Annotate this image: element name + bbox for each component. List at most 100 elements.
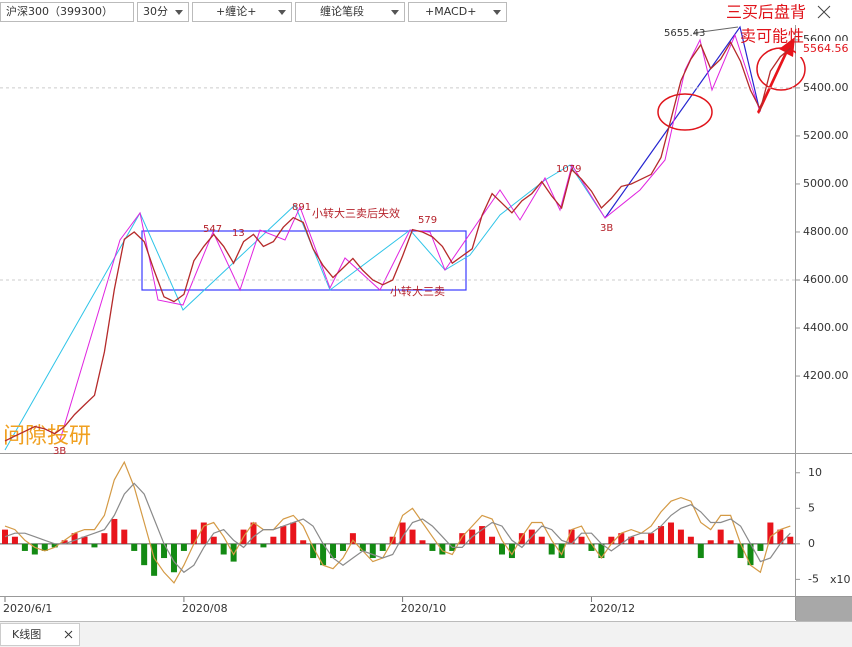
macd-bar [220,543,227,555]
symbol[interactable]: 沪深300（399300） [6,4,113,18]
macd-bar [459,533,466,544]
watermark: 间隙投研 [3,424,91,449]
segment-line [604,25,761,219]
macd-bar [508,543,515,559]
macd-bar [707,540,714,544]
macd-bar [777,529,784,544]
period[interactable]: 30分 [143,5,168,18]
dropdown-arrow[interactable] [391,10,399,15]
last-price-box [796,41,852,57]
macd-bar [379,543,386,551]
macd-bar [170,543,177,573]
macd-bar [538,536,545,544]
macd-bar [270,536,277,544]
annotation: 小转大三卖后失效 [312,206,400,220]
dropdown-arrow[interactable] [278,10,286,15]
dropdown-arrow[interactable] [493,10,501,15]
macd-bar [558,543,565,559]
tab-close[interactable] [64,630,73,639]
macd-bar [687,536,694,544]
macd-bar [320,543,327,566]
x-tick-label: 2020/12 [589,602,635,615]
macd-bar [21,543,28,551]
y-tick-label: 10 [808,466,822,479]
macd-bar [141,543,148,566]
y-tick-label: -5 [808,572,819,585]
indicator[interactable]: +MACD+ [425,5,476,18]
macd-bar [677,529,684,544]
period-box[interactable] [137,2,189,22]
macd-bar [747,543,754,566]
highlight-circle [657,93,713,131]
macd-bar [11,536,18,544]
macd-bar [290,522,297,544]
macd-bar [697,543,704,559]
scale-label: x10 [830,573,851,586]
macd-bar [200,522,207,544]
macd-bar [787,536,794,544]
macd-bar [280,526,287,544]
macd-bar [578,536,585,544]
macd-bar [717,529,724,544]
indicator-box[interactable] [192,2,292,22]
indicator-box[interactable] [295,2,405,22]
x-tick-label: 2020/10 [401,602,447,615]
macd-bar [310,543,317,559]
indicator[interactable]: +缠论+ [216,4,256,18]
macd-bar [548,543,555,555]
macd-bar [71,533,78,544]
macd-bar [518,533,525,544]
macd-bar [51,543,58,548]
macd-bar [41,543,48,551]
macd-bar [499,543,505,555]
macd-bar [618,533,625,544]
annotation: 三买后盘背 [726,3,806,22]
macd-bar [121,529,128,544]
macd-bar [339,543,346,551]
price-line [4,40,791,442]
macd-bar [190,529,197,544]
macd-bar [429,543,436,551]
tab-label[interactable]: K线图 [12,627,41,641]
y-tick-label: 5000.00 [803,177,849,190]
macd-bar [737,543,744,559]
x-tick-label: 2020/08 [182,602,228,615]
macd-bar [648,533,655,544]
macd-bar [638,540,645,544]
macd-bar [399,522,406,544]
y-tick-label: 5400.00 [803,81,849,94]
annotation: 1079 [556,164,581,175]
dropdown-arrow[interactable] [175,10,183,15]
expand-icon[interactable] [817,5,831,19]
tab[interactable] [0,623,80,646]
macd-bar [409,529,416,544]
macd-bar [61,540,68,544]
indicator[interactable]: 缠论笔段 [320,4,364,18]
annotation: 891 [292,202,311,213]
annotation: 579 [418,215,437,226]
macd-bar [111,518,118,544]
macd-bar [161,543,168,559]
macd-bar [91,543,98,548]
macd-bar [628,536,635,544]
macd-bar [658,526,665,544]
macd-line [4,460,791,584]
macd-bar [568,529,575,544]
toolbar: 沪深300（399300） 30分 +缠论+ 缠论笔段 +MACD+ [0,2,507,22]
arrow [757,37,795,114]
macd-bar [439,543,446,555]
macd-bar [250,522,257,544]
tab-bar [0,622,852,647]
y-tick-label: 5 [808,501,815,514]
y-tick-label: 4600.00 [803,273,849,286]
macd-bar [757,543,764,551]
corner [796,597,852,621]
macd-bar [31,543,38,555]
leader-line [693,26,739,34]
macd-bar [767,522,774,544]
indicator-box[interactable] [408,2,507,22]
symbol-box[interactable] [0,2,134,22]
macd-bar [727,540,734,544]
